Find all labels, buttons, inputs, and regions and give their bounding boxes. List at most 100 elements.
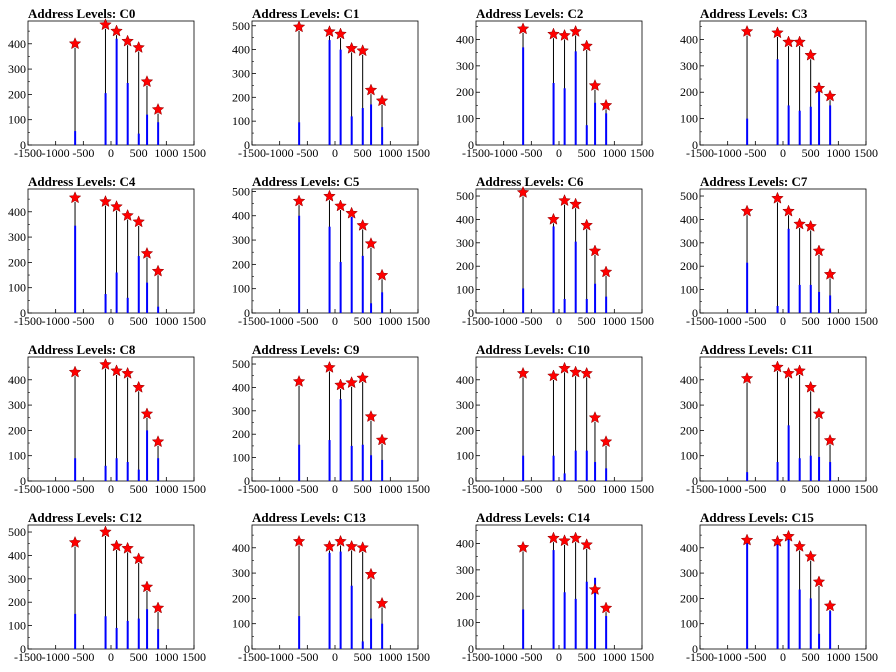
- star-marker: [364, 410, 378, 423]
- x-tick-label: 0: [556, 146, 562, 160]
- chart-svg: 0 100 200 300 400 -1500 -1000 -500 0 500 1000 1500: [456, 524, 654, 664]
- y-tick-label: 200: [8, 423, 26, 437]
- x-tick-label: -1500: [238, 482, 266, 496]
- star-marker: [151, 601, 165, 614]
- x-tick-label: -1500: [462, 650, 490, 664]
- blue-bar: [829, 462, 832, 481]
- blue-bar: [298, 616, 301, 649]
- star-marker: [140, 246, 154, 259]
- blue-bar: [809, 455, 812, 481]
- chart-panel: Address Levels: C9 0 100 200 300 400 500 -1500-…: [224, 336, 448, 504]
- chart-svg: 0 100 200 300 400 -1500 -1000 -500 0 500 1000 1500: [456, 20, 654, 160]
- star-marker: [782, 366, 795, 379]
- x-tick-label: 1000: [826, 146, 850, 160]
- x-tick-label: 0: [108, 146, 114, 160]
- plot-frame: [27, 524, 195, 650]
- blue-bar: [115, 458, 118, 481]
- x-tick-label: -1500: [238, 650, 266, 664]
- x-tick-label: -1500: [14, 146, 42, 160]
- chart-panel: Address Levels: C8 0 100 200 300 400 -1500 -100…: [0, 336, 224, 504]
- star-marker: [771, 26, 784, 39]
- blue-bar: [298, 215, 301, 313]
- chart-panel: Address Levels: C14 0 100 200 300 400 -1500 -10…: [448, 504, 672, 672]
- y-tick-label: 100: [456, 449, 474, 463]
- x-tick-label: 0: [556, 482, 562, 496]
- star-marker: [68, 191, 82, 204]
- star-marker: [580, 218, 593, 231]
- chart-title: Address Levels: C10: [476, 342, 590, 357]
- star-marker: [140, 407, 154, 420]
- chart-title: Address Levels: C0: [28, 6, 136, 21]
- star-marker: [68, 37, 82, 50]
- x-tick-label: 1500: [854, 314, 878, 328]
- blue-bar: [74, 613, 77, 649]
- y-tick-label: 200: [232, 591, 250, 605]
- blue-bar: [776, 305, 779, 313]
- blue-bar: [605, 113, 608, 145]
- blue-bar: [746, 118, 749, 145]
- blue-bar: [574, 598, 577, 649]
- x-tick-label: 500: [130, 650, 148, 664]
- x-tick-label: -1000: [714, 146, 742, 160]
- x-tick-label: -1000: [266, 146, 294, 160]
- x-tick-label: -500: [520, 482, 542, 496]
- plot-frame: [251, 188, 419, 314]
- y-tick-label: 400: [232, 380, 250, 394]
- star-marker: [804, 380, 817, 393]
- blue-bar: [339, 261, 342, 313]
- star-marker: [334, 378, 347, 391]
- blue-bar: [137, 256, 140, 313]
- star-marker: [334, 199, 347, 212]
- x-tick-label: -1000: [714, 650, 742, 664]
- x-tick-label: 0: [108, 314, 114, 328]
- star-marker: [292, 374, 306, 387]
- star-marker: [547, 369, 560, 382]
- y-tick-label: 500: [232, 184, 250, 198]
- x-tick-label: 1500: [630, 650, 654, 664]
- plot-frame: [475, 188, 643, 314]
- star-marker: [140, 75, 154, 88]
- blue-bar: [818, 291, 821, 313]
- y-tick-label: 100: [456, 283, 474, 297]
- x-tick-label: -1000: [266, 650, 294, 664]
- y-tick-label: 300: [456, 398, 474, 412]
- blue-bar: [350, 116, 353, 145]
- star-marker: [588, 582, 602, 596]
- star-marker: [132, 552, 145, 565]
- y-tick-label: 200: [680, 591, 698, 605]
- star-marker: [99, 357, 112, 370]
- star-marker: [569, 365, 582, 378]
- blue-bar: [137, 618, 140, 649]
- blue-bar: [361, 255, 364, 313]
- x-tick-label: 500: [802, 482, 820, 496]
- x-tick-label: -1500: [462, 314, 490, 328]
- blue-bar: [361, 108, 364, 145]
- x-tick-label: -1000: [42, 482, 70, 496]
- x-tick-label: 0: [108, 482, 114, 496]
- star-marker: [580, 538, 593, 551]
- blue-bar: [104, 616, 107, 649]
- star-marker: [375, 596, 389, 609]
- blue-bar: [370, 104, 373, 145]
- x-tick-label: 1000: [154, 482, 178, 496]
- blue-bar: [574, 241, 577, 313]
- blue-bar: [104, 465, 107, 481]
- y-tick-label: 400: [8, 205, 26, 219]
- y-tick-label: 100: [680, 283, 698, 297]
- x-tick-label: 1500: [854, 482, 878, 496]
- blue-bar: [585, 125, 588, 145]
- blue-bar: [137, 469, 140, 481]
- x-tick-label: -1000: [42, 314, 70, 328]
- chart-svg: 0 100 200 300 400 -1500 -1000 -500 0 500 1000 1500: [8, 18, 206, 160]
- star-marker: [558, 28, 571, 41]
- star-marker: [740, 204, 754, 217]
- star-marker: [823, 89, 837, 102]
- blue-bar: [818, 633, 821, 649]
- x-tick-label: 1500: [182, 482, 206, 496]
- chart-svg: 0 100 200 300 400 500 -1500 -1000 -500 0 500 1000 15…: [456, 185, 654, 328]
- star-marker: [547, 212, 560, 225]
- star-marker: [793, 35, 806, 48]
- blue-bar: [157, 458, 160, 481]
- chart-svg: 0 100 200 300 400 500 -1500 -1000 -500 0 500 1000 15…: [680, 188, 878, 328]
